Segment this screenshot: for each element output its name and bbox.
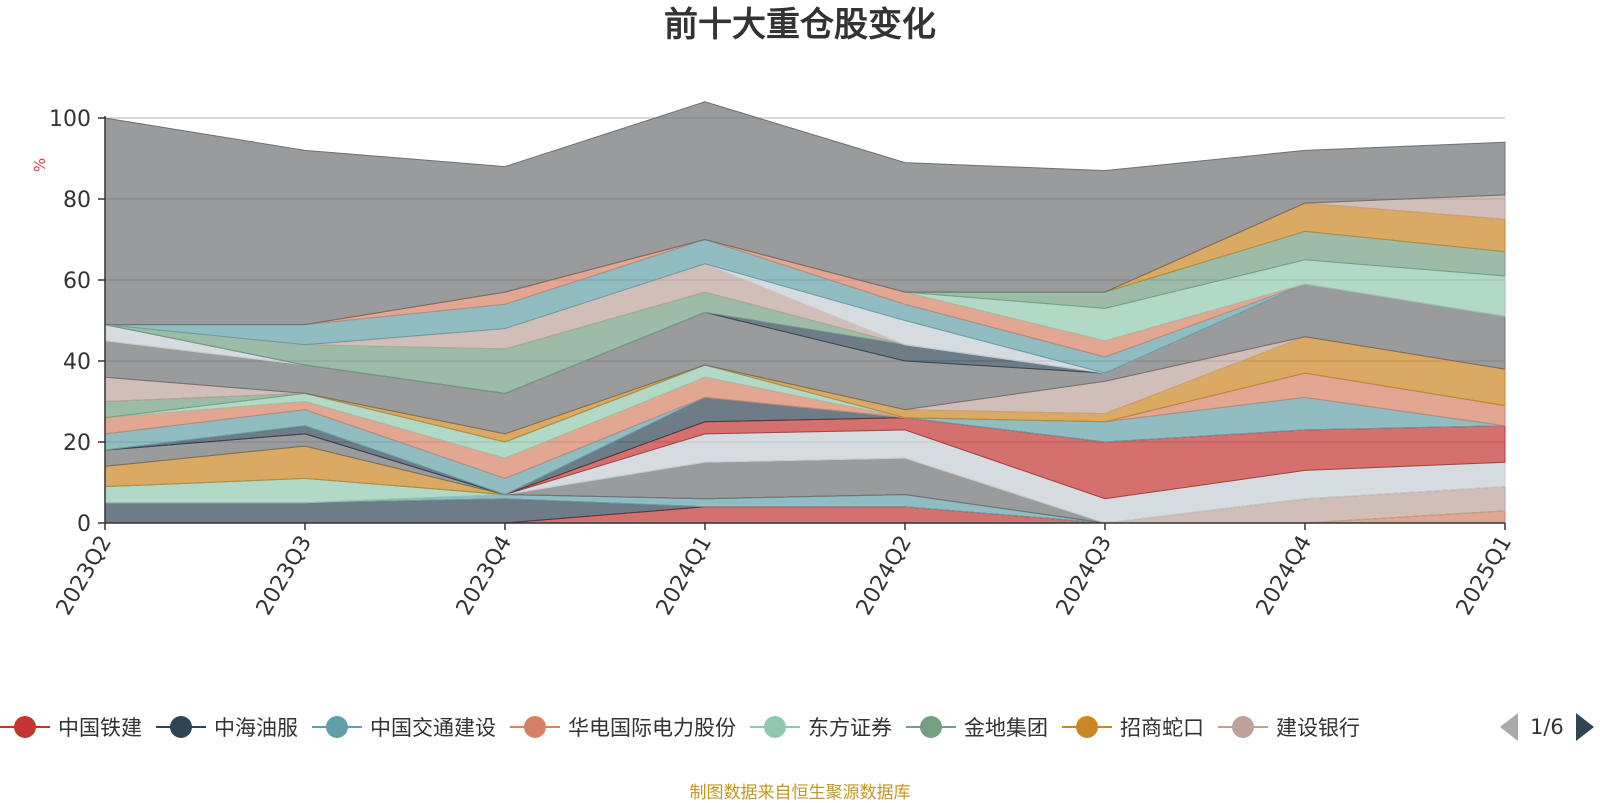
legend-items: 中国铁建 中海油服 中国交通建设 华电国际电力股份 东方证券 金地集团 招商蛇口 建设银行 <box>0 712 1480 742</box>
legend-prev-icon[interactable] <box>1500 713 1518 741</box>
legend-marker-icon <box>0 712 50 742</box>
y-tick-label-2: 40 <box>63 350 91 375</box>
legend-marker-icon <box>1218 712 1268 742</box>
x-tick-label-3: 2024Q1 <box>652 532 717 620</box>
legend-marker-icon <box>1062 712 1112 742</box>
x-tick-label-0: 2023Q2 <box>52 532 117 620</box>
x-tick-label-6: 2024Q4 <box>1252 532 1317 620</box>
chart-title: 前十大重仓股变化 <box>664 5 936 45</box>
x-tick-label-7: 2025Q1 <box>1452 532 1517 620</box>
y-tick-label-1: 20 <box>63 431 91 456</box>
legend-next-icon[interactable] <box>1575 713 1594 741</box>
y-tick-label-5: 100 <box>49 107 91 132</box>
legend-item-7[interactable]: 招商蛇口 <box>1062 712 1204 742</box>
legend-label: 东方证券 <box>808 716 892 740</box>
legend-marker-icon <box>906 712 956 742</box>
y-tick-label-0: 0 <box>77 512 91 537</box>
legend-item-3[interactable]: 中国交通建设 <box>312 712 496 742</box>
legend-marker-icon <box>312 712 362 742</box>
legend-item-1[interactable]: 中国铁建 <box>0 712 142 742</box>
y-axis-unit: % <box>31 158 49 172</box>
legend-item-8[interactable]: 建设银行 <box>1218 712 1360 742</box>
legend-label: 中国交通建设 <box>370 716 496 740</box>
legend-pager: 1/6 <box>1500 712 1594 742</box>
legend-page-indicator: 1/6 <box>1530 715 1564 739</box>
legend-label: 招商蛇口 <box>1120 716 1204 740</box>
x-tick-label-5: 2024Q3 <box>1052 532 1117 620</box>
legend-label: 华电国际电力股份 <box>568 716 736 740</box>
stacked-areas <box>104 101 1506 524</box>
x-tick-label-2: 2023Q4 <box>452 532 517 620</box>
area-series-31 <box>104 101 1506 326</box>
legend-label: 中海油服 <box>214 716 298 740</box>
y-tick-label-4: 80 <box>63 188 91 213</box>
legend-item-5[interactable]: 东方证券 <box>750 712 892 742</box>
data-source-note: 制图数据来自恒生聚源数据库 <box>689 783 911 803</box>
legend-item-2[interactable]: 中海油服 <box>156 712 298 742</box>
legend-item-6[interactable]: 金地集团 <box>906 712 1048 742</box>
legend-label: 中国铁建 <box>58 716 142 740</box>
legend-marker-icon <box>510 712 560 742</box>
legend-label: 金地集团 <box>964 716 1048 740</box>
x-tick-label-1: 2023Q3 <box>252 532 317 620</box>
legend-item-4[interactable]: 华电国际电力股份 <box>510 712 736 742</box>
legend-marker-icon <box>156 712 206 742</box>
legend-label: 建设银行 <box>1276 716 1360 740</box>
y-tick-label-3: 60 <box>63 269 91 294</box>
legend: 中国铁建 中海油服 中国交通建设 华电国际电力股份 东方证券 金地集团 招商蛇口 建设银行 1… <box>0 712 1600 742</box>
legend-marker-icon <box>750 712 800 742</box>
x-tick-label-4: 2024Q2 <box>852 532 917 620</box>
